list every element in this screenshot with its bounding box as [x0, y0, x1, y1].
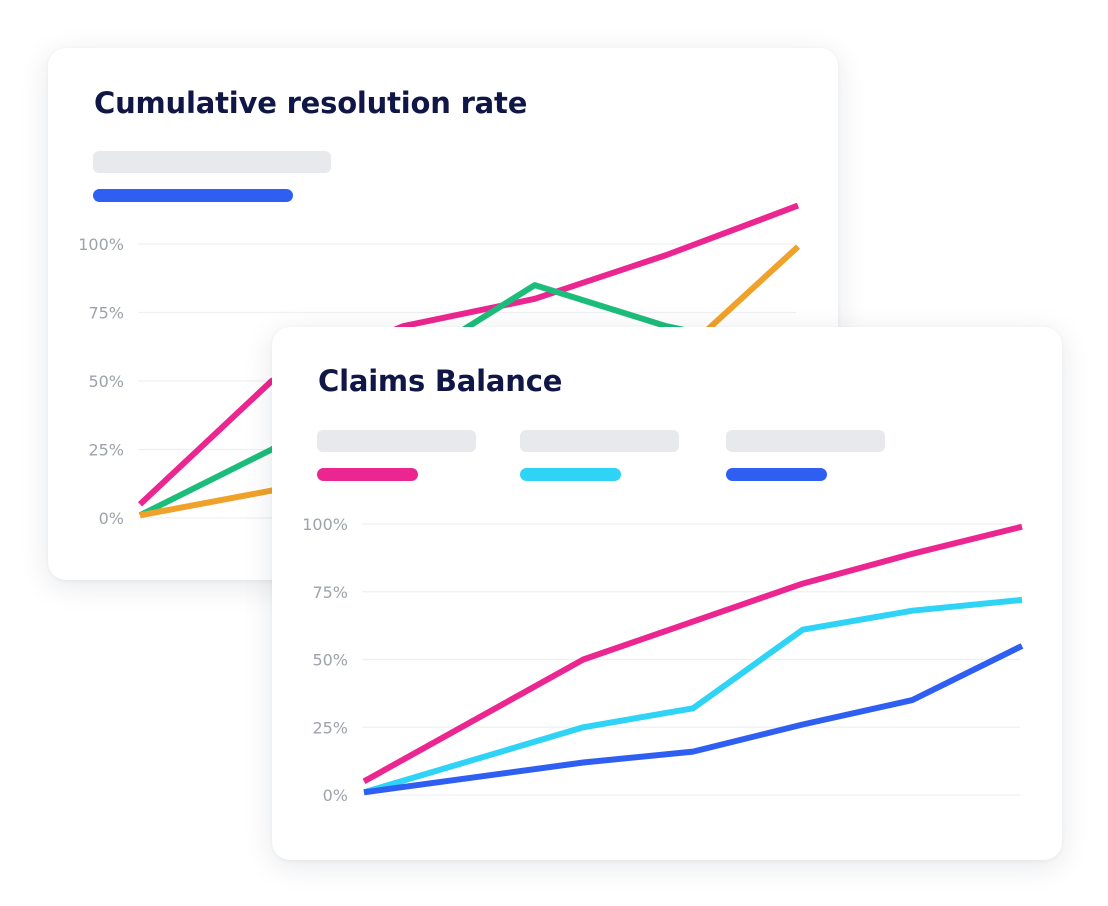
claims-balance-card: Claims Balance 0% 25% 50% 75% 100%	[272, 327, 1062, 860]
legend-pill	[317, 468, 418, 481]
y-tick-label: 50%	[312, 651, 348, 670]
series-line-3	[363, 643, 1024, 796]
y-tick-label: 0%	[99, 509, 124, 528]
y-tick-label: 0%	[323, 786, 348, 805]
y-tick-label: 100%	[302, 515, 348, 534]
skeleton-placeholder	[317, 430, 476, 452]
skeleton-placeholder	[726, 430, 885, 452]
claims-balance-chart: 0% 25% 50% 75% 100%	[302, 515, 1024, 805]
series-line-1	[362, 523, 1023, 785]
y-tick-label: 25%	[88, 441, 124, 460]
y-tick-label: 75%	[312, 583, 348, 602]
y-tick-label: 25%	[312, 718, 348, 737]
legend-pill	[726, 468, 827, 481]
legend-pill	[93, 189, 293, 202]
card-title: Cumulative resolution rate	[94, 86, 528, 120]
card-title: Claims Balance	[318, 364, 563, 398]
skeleton-placeholder	[93, 151, 331, 173]
y-tick-label: 50%	[88, 372, 124, 391]
series-line-1	[137, 202, 800, 507]
skeleton-placeholder	[520, 430, 679, 452]
series-line-2	[363, 596, 1023, 796]
y-tick-label: 100%	[78, 235, 124, 254]
legend-pill	[520, 468, 621, 481]
y-tick-label: 75%	[88, 304, 124, 323]
